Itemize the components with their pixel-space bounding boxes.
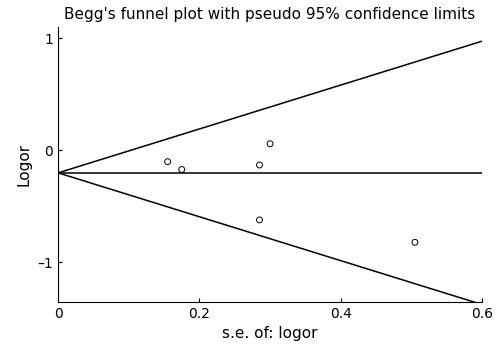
- X-axis label: s.e. of: logor: s.e. of: logor: [222, 326, 318, 341]
- Point: [411, 239, 419, 245]
- Point: [178, 167, 186, 172]
- Point: [256, 162, 264, 168]
- Point: [256, 217, 264, 223]
- Title: Begg's funnel plot with pseudo 95% confidence limits: Begg's funnel plot with pseudo 95% confi…: [64, 7, 476, 22]
- Y-axis label: Logor: Logor: [17, 143, 32, 186]
- Point: [164, 159, 172, 165]
- Point: [266, 141, 274, 147]
